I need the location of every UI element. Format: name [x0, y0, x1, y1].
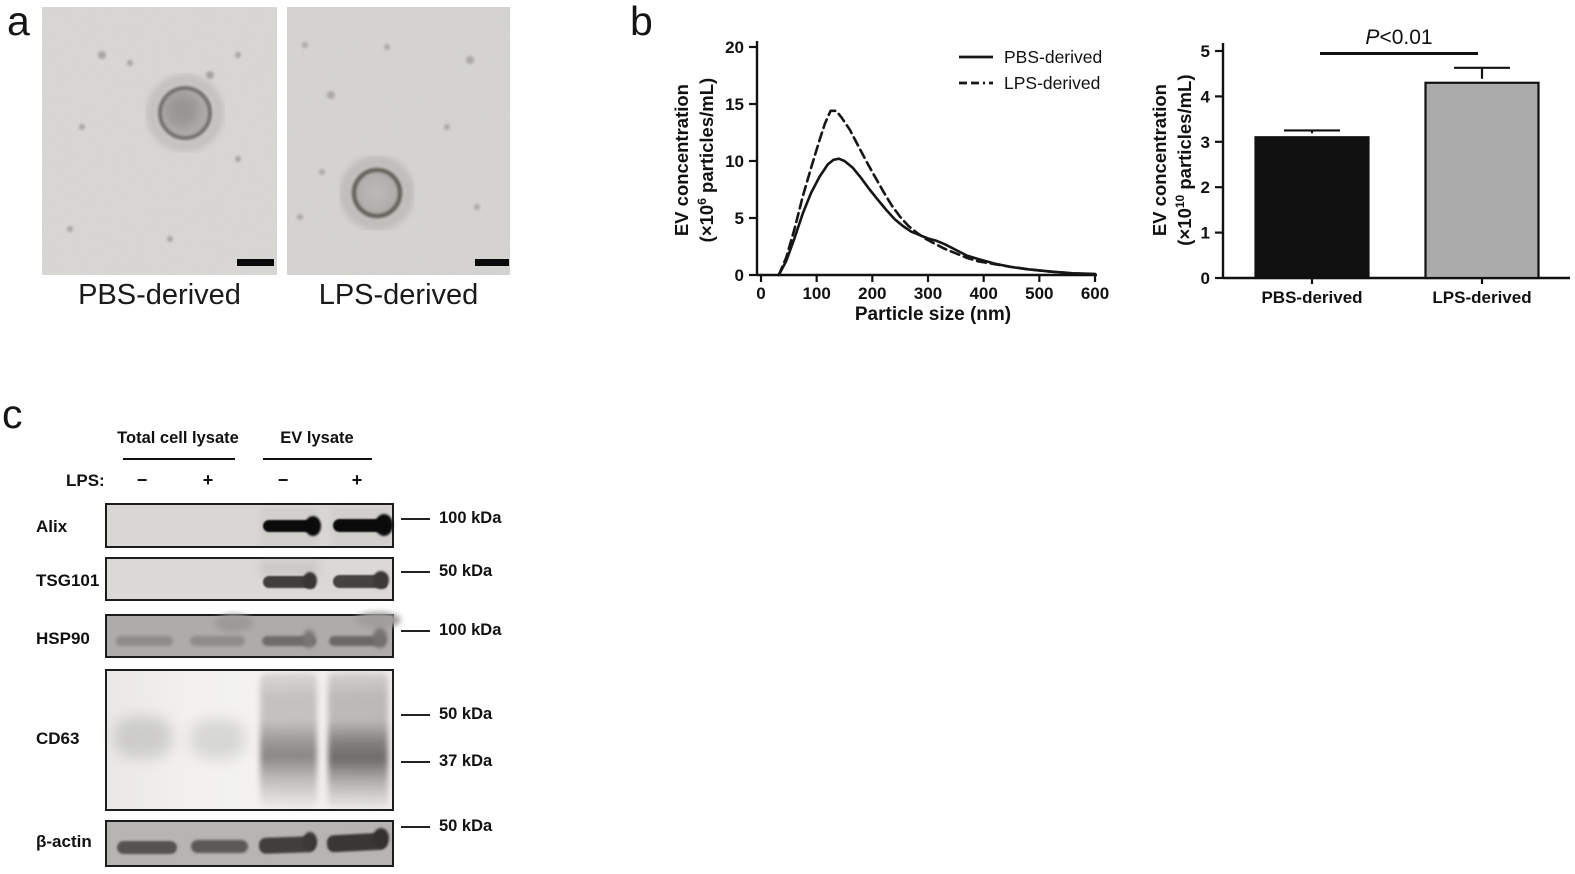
blot-label-cd63: CD63 — [36, 729, 80, 748]
legend-label: LPS-derived — [1004, 72, 1101, 93]
tem-pbs-svg — [42, 7, 277, 275]
x-tick-label: 500 — [1025, 284, 1053, 303]
blot-label-tsg101: TSG101 — [36, 571, 100, 590]
marker-label: 37 kDa — [439, 752, 493, 770]
series-PBS-derived — [777, 157, 1097, 277]
legend-label: PBS-derived — [1004, 46, 1103, 67]
vesicle-pbs — [146, 74, 224, 152]
legend-item-pbs: PBS-derived — [958, 44, 1102, 70]
x-tick-label: 300 — [914, 284, 942, 303]
y-tick-label: 20 — [725, 38, 744, 57]
blot-label-beta-actin: β-actin — [36, 832, 92, 851]
bar-PBS-derived — [1254, 136, 1370, 280]
y-tick-label: 5 — [1201, 42, 1210, 61]
y-tick-label: 4 — [1201, 87, 1211, 106]
y-tick-label: 0 — [735, 266, 744, 285]
blot-beta-actin — [105, 820, 394, 867]
marker-line — [401, 518, 430, 520]
bar-LPS-derived — [1424, 81, 1540, 280]
vesicle-lps — [339, 155, 415, 231]
panel-c-letter: c — [2, 391, 23, 437]
lane-sign-2: + — [202, 470, 214, 490]
x-tick-label: 0 — [756, 284, 765, 303]
y-tick-label: 10 — [725, 152, 744, 171]
blot-cd63 — [105, 669, 394, 811]
marker-label: 100 kDa — [439, 509, 502, 527]
marker-label: 50 kDa — [439, 817, 493, 835]
marker-label: 100 kDa — [439, 621, 502, 639]
group-underline — [123, 458, 235, 460]
tem-pbs-specks — [67, 51, 241, 242]
blot-alix — [105, 503, 394, 548]
y-tick-label: 2 — [1201, 178, 1210, 197]
marker-line — [401, 630, 430, 632]
tem-image-pbs — [42, 7, 277, 275]
y-tick-label: 15 — [725, 95, 744, 114]
bar-category-lps: LPS-derived — [1432, 288, 1532, 307]
y-tick-label: 0 — [1201, 269, 1210, 288]
scale-bar — [475, 259, 509, 266]
marker-label: 50 kDa — [439, 562, 493, 580]
lane-sign-1: − — [136, 470, 148, 490]
marker-line — [401, 571, 430, 573]
bar-category-pbs: PBS-derived — [1261, 288, 1363, 307]
y-tick-label: 5 — [735, 209, 744, 228]
panel-a-letter: a — [7, 0, 30, 44]
legend-item-lps: LPS-derived — [958, 70, 1102, 96]
marker-label: 50 kDa — [439, 705, 493, 723]
nta-legend: PBS-derived LPS-derived — [958, 44, 1102, 96]
nta-y-axis-label: EV concentration (×106 particles/mL) — [670, 77, 718, 243]
marker-line — [401, 761, 430, 763]
marker-line — [401, 826, 430, 828]
marker-line — [401, 714, 430, 716]
x-tick-label: 600 — [1081, 284, 1109, 303]
significance-label: P<0.01 — [1365, 26, 1433, 49]
x-tick-label: 100 — [802, 284, 830, 303]
lane-sign-3: − — [277, 470, 289, 490]
tem-caption-lps: LPS-derived — [318, 279, 479, 311]
nta-x-axis-label: Particle size (nm) — [854, 304, 1012, 325]
panel-b-letter: b — [630, 0, 653, 44]
tem-lps-specks — [297, 42, 480, 220]
series-LPS-derived — [777, 109, 1097, 277]
significance-bracket — [1320, 52, 1478, 55]
blot-label-alix: Alix — [36, 517, 68, 536]
tem-lps-svg — [287, 7, 510, 275]
y-tick-label: 3 — [1201, 133, 1210, 152]
x-tick-label: 400 — [969, 284, 997, 303]
group-header-total-cell-lysate: Total cell lysate — [117, 429, 239, 447]
blot-label-hsp90: HSP90 — [36, 629, 90, 648]
tem-image-lps — [287, 7, 510, 275]
x-tick-label: 200 — [858, 284, 886, 303]
lane-sign-4: + — [351, 470, 363, 490]
legend-solid-line-swatch — [959, 55, 993, 59]
tem-caption-pbs: PBS-derived — [78, 279, 241, 311]
group-underline — [263, 458, 372, 460]
group-header-ev-lysate: EV lysate — [280, 429, 354, 447]
bar-y-axis-label: EV concentration (×1010 particles/mL) — [1148, 74, 1196, 246]
ev-concentration-bar-chart: 0 1 2 3 4 5 — [1201, 42, 1570, 288]
y-tick-label: 1 — [1201, 224, 1210, 243]
blot-hsp90 — [105, 612, 401, 658]
scale-bar — [237, 259, 274, 266]
legend-dashed-line-swatch — [959, 81, 993, 85]
lps-row-label: LPS: — [66, 471, 105, 490]
blot-tsg101 — [105, 557, 394, 601]
